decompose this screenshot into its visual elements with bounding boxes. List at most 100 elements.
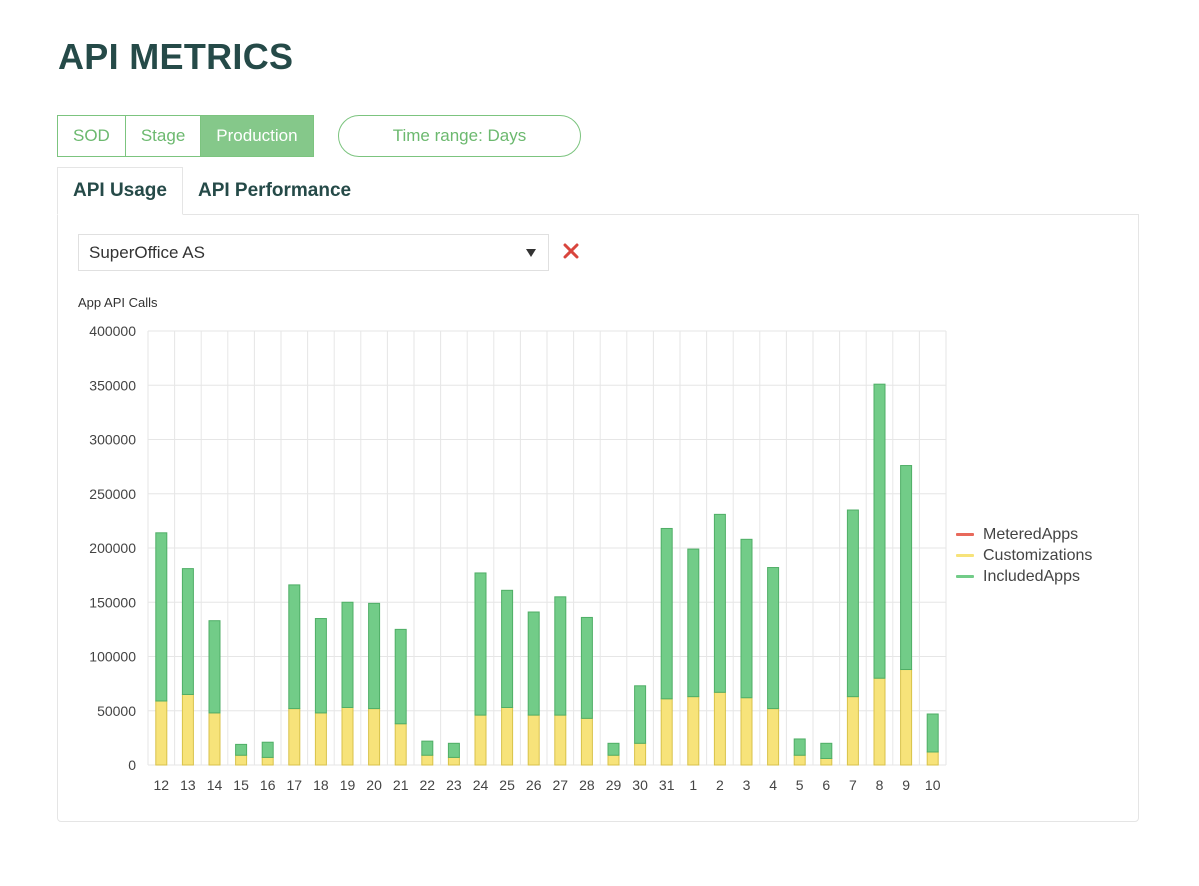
- tab-api-performance[interactable]: API Performance: [197, 180, 352, 201]
- x-tick-label: 18: [313, 777, 329, 793]
- bar-included: [846, 509, 859, 698]
- bar-included: [394, 628, 407, 725]
- bar-customizations: [368, 708, 381, 766]
- x-tick-label: 20: [366, 777, 382, 793]
- x-tick-label: 15: [233, 777, 249, 793]
- x-tick-label: 2: [716, 777, 724, 793]
- bar-included: [740, 538, 753, 699]
- company-select[interactable]: SuperOffice AS: [78, 234, 549, 271]
- x-tick-label: 6: [822, 777, 830, 793]
- x-tick-label: 16: [260, 777, 276, 793]
- x-tick-label: 29: [606, 777, 622, 793]
- bar-customizations: [261, 756, 274, 766]
- x-tick-label: 12: [154, 777, 170, 793]
- bar-included: [713, 513, 726, 693]
- bar-included: [261, 741, 274, 758]
- environment-selector: SOD Stage Production: [57, 115, 314, 157]
- company-select-value: SuperOffice AS: [89, 242, 205, 262]
- x-tick-label: 27: [553, 777, 569, 793]
- y-tick-label: 50000: [97, 703, 136, 719]
- bar-included: [900, 465, 913, 671]
- bar-included: [235, 743, 248, 756]
- bar-customizations: [846, 696, 859, 766]
- time-range-button[interactable]: Time range: Days: [338, 115, 581, 157]
- x-tick-label: 17: [287, 777, 303, 793]
- bar-included: [181, 568, 194, 695]
- bar-included: [634, 685, 647, 744]
- metrics-tabs: API Usage API Performance: [57, 167, 366, 215]
- bar-included: [474, 572, 487, 716]
- legend-swatch-included: [956, 575, 974, 578]
- caret-down-icon: [526, 249, 536, 257]
- bar-customizations: [634, 742, 647, 766]
- bar-customizations: [235, 754, 248, 766]
- bar-customizations: [687, 696, 700, 766]
- bar-included: [288, 584, 301, 710]
- x-tick-label: 5: [796, 777, 804, 793]
- x-tick-label: 1: [689, 777, 697, 793]
- y-tick-label: 150000: [89, 594, 136, 610]
- y-tick-label: 350000: [89, 377, 136, 393]
- y-tick-label: 300000: [89, 432, 136, 448]
- bar-customizations: [288, 708, 301, 766]
- api-usage-panel: SuperOffice AS App API Calls 0 50000 10000…: [57, 214, 1139, 822]
- legend-item-metered[interactable]: MeteredApps: [956, 524, 1092, 545]
- bar-customizations: [554, 714, 567, 766]
- y-tick-label: 200000: [89, 540, 136, 556]
- x-tick-label: 28: [579, 777, 595, 793]
- bar-customizations: [341, 706, 354, 766]
- legend-swatch-customizations: [956, 554, 974, 557]
- x-tick-label: 21: [393, 777, 409, 793]
- bar-customizations: [926, 751, 939, 766]
- bar-customizations: [873, 677, 886, 766]
- close-icon[interactable]: [560, 240, 582, 262]
- bar-included: [368, 602, 381, 710]
- legend-label-included: IncludedApps: [983, 567, 1080, 585]
- bar-customizations: [394, 723, 407, 766]
- bar-included: [926, 713, 939, 753]
- x-tick-label: 25: [499, 777, 515, 793]
- bar-included: [767, 567, 780, 710]
- bar-included: [660, 527, 673, 700]
- x-tick-label: 30: [632, 777, 648, 793]
- y-tick-label: 250000: [89, 486, 136, 502]
- bar-included: [607, 742, 620, 756]
- bar-included: [155, 532, 168, 702]
- legend-item-included[interactable]: IncludedApps: [956, 566, 1092, 587]
- bar-included: [554, 596, 567, 716]
- x-tick-label: 31: [659, 777, 675, 793]
- bar-customizations: [580, 717, 593, 766]
- bar-included: [314, 618, 327, 714]
- env-sod-button[interactable]: SOD: [58, 116, 126, 156]
- bar-customizations: [900, 669, 913, 766]
- api-calls-chart: 0 50000 100000 150000 200000 250000 300000 3500…: [89, 323, 947, 793]
- chart-title: App API Calls: [78, 295, 158, 310]
- legend-swatch-metered: [956, 533, 974, 536]
- legend-item-customizations[interactable]: Customizations: [956, 545, 1092, 566]
- chart-legend: MeteredApps Customizations IncludedApps: [956, 524, 1092, 587]
- x-tick-label: 19: [340, 777, 356, 793]
- bar-customizations: [421, 754, 434, 766]
- tab-api-usage[interactable]: API Usage: [57, 167, 183, 215]
- env-production-button[interactable]: Production: [201, 116, 313, 156]
- env-stage-button[interactable]: Stage: [125, 116, 202, 156]
- bar-included: [580, 616, 593, 719]
- bar-customizations: [793, 754, 806, 766]
- bar-customizations: [501, 706, 514, 766]
- x-tick-label: 3: [743, 777, 751, 793]
- bar-included: [421, 740, 434, 756]
- bar-included: [793, 738, 806, 756]
- x-tick-label: 9: [902, 777, 910, 793]
- bar-customizations: [314, 712, 327, 766]
- bar-customizations: [208, 712, 221, 766]
- y-tick-label: 400000: [89, 323, 136, 339]
- bar-customizations: [607, 754, 620, 766]
- bar-customizations: [660, 698, 673, 766]
- bar-customizations: [447, 756, 460, 766]
- x-tick-label: 8: [876, 777, 884, 793]
- x-tick-label: 4: [769, 777, 777, 793]
- x-tick-label: 14: [207, 777, 223, 793]
- x-tick-label: 10: [925, 777, 941, 793]
- bar-included: [501, 589, 514, 708]
- legend-label-metered: MeteredApps: [983, 525, 1079, 543]
